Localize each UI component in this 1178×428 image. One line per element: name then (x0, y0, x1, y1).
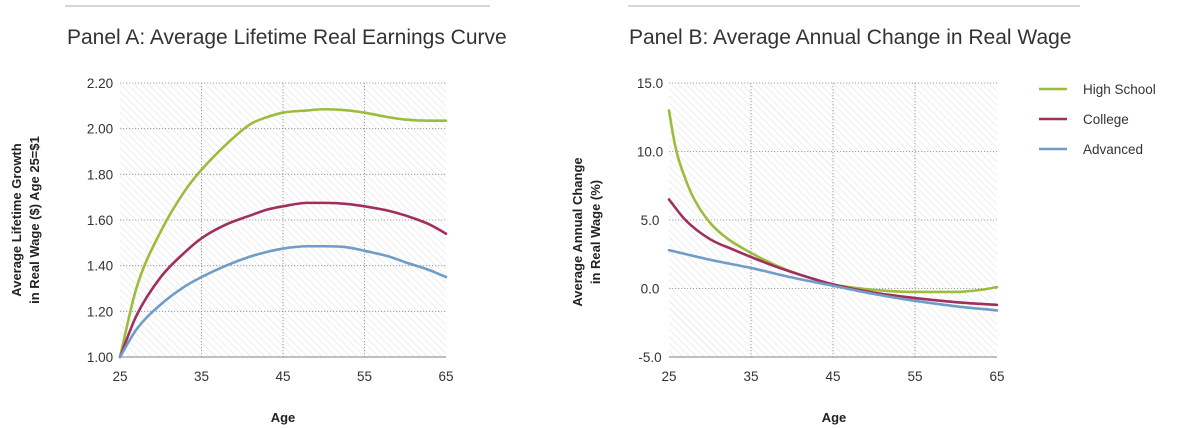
panel-a-x-tick-label: 25 (112, 369, 127, 384)
panel-b-title: Panel B: Average Annual Change in Real W… (629, 26, 1071, 49)
panel-a-y-tick-label: 1.40 (87, 259, 113, 274)
panel-b-y-tick-label: 10.0 (637, 145, 663, 160)
panel-a-y-tick-label: 1.00 (87, 350, 113, 365)
panel-b-y-tick-label: 5.0 (641, 213, 660, 228)
panel-a-y-tick-label: 2.20 (87, 76, 113, 91)
panel-b-x-ticks: 25 35 45 55 65 (661, 369, 1004, 384)
panel-a-xlabel: Age (271, 410, 296, 425)
panel-a-series (118, 107, 448, 359)
panel-a-ylabel-line-1: Average Lifetime Growth (9, 143, 24, 296)
panel-a-x-tick-label: 55 (357, 369, 372, 384)
panel-b-xlabel: Age (822, 410, 847, 425)
panel-a-series-line-advanced (118, 244, 448, 359)
panel-a: Panel A: Average Lifetime Real Earnings … (9, 5, 507, 425)
legend-label-college: College (1083, 112, 1129, 127)
legend: High School College Advanced (1039, 82, 1156, 157)
panel-b: Panel B: Average Annual Change in Real W… (570, 5, 1080, 425)
panel-a-grid (120, 82, 446, 358)
panel-b-grid (669, 82, 997, 358)
panel-b-ylabel-line-1: Average Annual Change (570, 157, 585, 306)
panel-b-series-line-high-school (667, 109, 999, 294)
panel-a-y-tick-label: 1.60 (87, 213, 113, 228)
panel-b-x-tick-label: 35 (743, 369, 758, 384)
panel-a-x-tick-label: 65 (438, 369, 453, 384)
panel-a-x-ticks: 25 35 45 55 65 (112, 369, 453, 384)
panel-b-series-line-college (667, 198, 999, 307)
panel-b-series-line-advanced (667, 248, 999, 312)
panel-a-y-tick-label: 2.00 (87, 122, 113, 137)
panel-b-y-tick-label: -5.0 (638, 350, 661, 365)
panel-a-series-line-college (118, 201, 448, 359)
panel-b-series (667, 109, 999, 312)
panel-a-y-ticks: 1.00 1.20 1.40 1.60 1.80 2.00 2.20 (87, 76, 113, 365)
panel-a-x-tick-label: 45 (275, 369, 290, 384)
panel-a-series-line-high-school (118, 107, 448, 359)
panel-a-x-tick-label: 35 (194, 369, 209, 384)
panel-b-x-tick-label: 65 (989, 369, 1004, 384)
panel-b-y-tick-label: 0.0 (641, 282, 660, 297)
panel-b-x-tick-label: 45 (825, 369, 840, 384)
panel-a-y-tick-label: 1.20 (87, 304, 113, 319)
panel-b-y-tick-label: 15.0 (637, 76, 663, 91)
panel-b-ylabel-line-2: in Real Wage (%) (588, 180, 603, 284)
panel-b-y-ticks: -5.0 0.0 5.0 10.0 15.0 (637, 76, 663, 365)
legend-label-advanced: Advanced (1083, 142, 1143, 157)
panel-a-y-tick-label: 1.80 (87, 167, 113, 182)
panel-b-x-tick-label: 55 (907, 369, 922, 384)
panel-a-title: Panel A: Average Lifetime Real Earnings … (67, 26, 507, 49)
panel-a-ylabel-line-2: in Real Wage ($) Age 25=$1 (27, 136, 42, 304)
legend-label-high-school: High School (1083, 82, 1156, 97)
panel-b-x-tick-label: 25 (661, 369, 676, 384)
